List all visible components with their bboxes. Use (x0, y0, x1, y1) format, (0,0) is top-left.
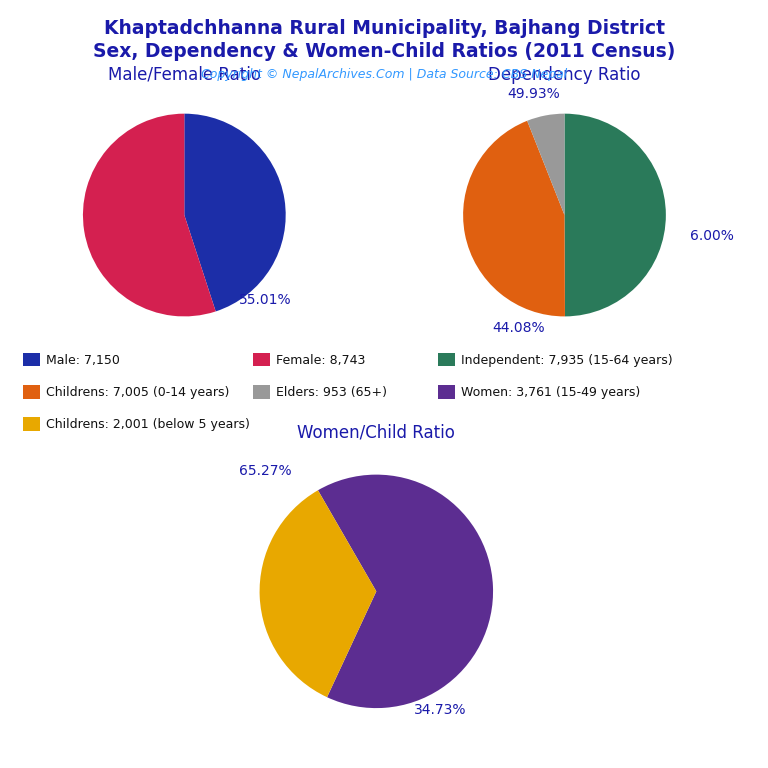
Text: Male: 7,150: Male: 7,150 (46, 354, 120, 366)
Title: Women/Child Ratio: Women/Child Ratio (297, 423, 455, 441)
Wedge shape (83, 114, 216, 316)
Text: Childrens: 7,005 (0-14 years): Childrens: 7,005 (0-14 years) (46, 386, 230, 399)
Text: 55.01%: 55.01% (239, 293, 292, 306)
Wedge shape (260, 490, 376, 697)
Text: Women: 3,761 (15-49 years): Women: 3,761 (15-49 years) (461, 386, 640, 399)
Text: 65.27%: 65.27% (239, 464, 292, 478)
Text: Khaptadchhanna Rural Municipality, Bajhang District: Khaptadchhanna Rural Municipality, Bajha… (104, 19, 664, 38)
Wedge shape (463, 121, 565, 316)
Text: 34.73%: 34.73% (414, 703, 467, 717)
Wedge shape (527, 114, 564, 215)
Text: 6.00%: 6.00% (690, 230, 733, 243)
Title: Male/Female Ratio: Male/Female Ratio (108, 66, 261, 84)
Text: Sex, Dependency & Women-Child Ratios (2011 Census): Sex, Dependency & Women-Child Ratios (20… (93, 42, 675, 61)
Wedge shape (564, 114, 666, 316)
Text: Copyright © NepalArchives.Com | Data Source: CBS Nepal: Copyright © NepalArchives.Com | Data Sou… (201, 68, 567, 81)
Text: Elders: 953 (65+): Elders: 953 (65+) (276, 386, 388, 399)
Title: Dependency Ratio: Dependency Ratio (488, 66, 641, 84)
Wedge shape (318, 475, 493, 708)
Text: Independent: 7,935 (15-64 years): Independent: 7,935 (15-64 years) (461, 354, 673, 366)
Wedge shape (184, 114, 286, 312)
Text: Female: 8,743: Female: 8,743 (276, 354, 366, 366)
Text: Childrens: 2,001 (below 5 years): Childrens: 2,001 (below 5 years) (46, 419, 250, 431)
Text: 49.93%: 49.93% (508, 88, 561, 101)
Text: 44.08%: 44.08% (492, 320, 545, 335)
